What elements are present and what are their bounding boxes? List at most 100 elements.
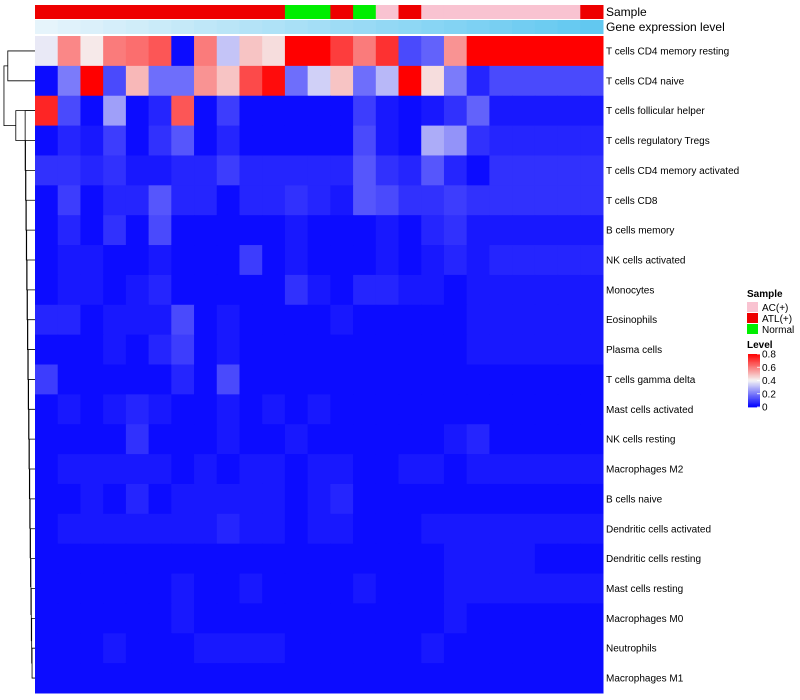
row-label: T cells CD4 naive <box>606 76 685 87</box>
colorbar-segment <box>748 373 760 376</box>
heatmap-cell <box>375 65 400 97</box>
row-label: Macrophages M2 <box>606 465 684 476</box>
heatmap-cell <box>580 95 604 127</box>
expression-annotation-cell <box>57 20 81 34</box>
heatmap-cell <box>148 513 172 545</box>
heatmap-cell <box>125 513 150 545</box>
heatmap-cell <box>216 573 240 604</box>
heatmap-cell <box>466 245 490 276</box>
heatmap-cell <box>375 663 400 694</box>
heatmap-cell <box>35 245 59 276</box>
heatmap-cell <box>125 454 150 485</box>
heatmap-cell <box>398 274 422 306</box>
sample-annotation-cell <box>466 5 490 19</box>
heatmap-cell <box>534 633 559 664</box>
heatmap-cell <box>512 274 536 306</box>
row-label: Mast cells activated <box>606 405 693 416</box>
row-label: T cells CD4 memory activated <box>606 166 739 177</box>
heatmap-cell <box>353 483 377 515</box>
heatmap-cell <box>80 394 104 425</box>
heatmap-cell <box>375 513 400 545</box>
heatmap-cell <box>284 155 309 186</box>
heatmap-cell <box>216 304 240 336</box>
heatmap-cell <box>171 125 195 156</box>
heatmap-cell <box>489 573 513 604</box>
sample-annotation-cell <box>80 5 104 19</box>
heatmap-cell <box>443 663 468 694</box>
colorbar-segment <box>748 376 760 379</box>
heatmap-cell <box>330 483 354 515</box>
heatmap-cell <box>443 65 468 97</box>
heatmap-cell <box>171 633 195 664</box>
heatmap-cell <box>103 454 127 485</box>
heatmap-cell <box>443 274 468 306</box>
heatmap-cell <box>353 274 377 306</box>
heatmap-cell <box>421 603 445 634</box>
heatmap-cell <box>421 633 445 664</box>
heatmap-cell <box>421 304 445 336</box>
heatmap-cell <box>194 36 218 67</box>
colorbar-segment <box>748 404 760 407</box>
heatmap-cell <box>216 454 240 485</box>
colorbar-segment <box>748 383 760 385</box>
heatmap-cell <box>284 603 309 634</box>
heatmap-cell <box>580 155 604 186</box>
heatmap-cell <box>375 304 400 336</box>
heatmap-cell <box>80 364 104 395</box>
heatmap-cell <box>216 633 240 664</box>
heatmap-cell <box>80 543 104 575</box>
heatmap-cell <box>194 125 218 156</box>
heatmap-cell <box>148 304 172 336</box>
heatmap-cell <box>307 334 331 365</box>
heatmap-cell <box>421 394 445 425</box>
heatmap-cell <box>171 185 195 216</box>
heatmap-cell <box>512 573 536 604</box>
heatmap-cell <box>580 274 604 306</box>
heatmap-cell <box>375 364 400 395</box>
heatmap-cell <box>262 185 286 216</box>
heatmap-cell <box>375 543 400 575</box>
heatmap-cell <box>239 274 263 306</box>
heatmap-cell <box>557 125 581 156</box>
heatmap-cell <box>262 304 286 336</box>
sample-annotation-cell <box>239 5 263 19</box>
heatmap-cell <box>375 155 400 186</box>
heatmap-cell <box>375 36 400 67</box>
heatmap-cell <box>194 633 218 664</box>
heatmap-cell <box>398 155 422 186</box>
heatmap-cell <box>512 215 536 246</box>
heatmap-cell <box>534 424 559 455</box>
expression-annotation-bar <box>35 20 604 34</box>
heatmap-cell <box>35 185 59 216</box>
heatmap-cell <box>398 95 422 127</box>
heatmap-cell <box>307 304 331 336</box>
heatmap-cell <box>125 185 150 216</box>
heatmap-cell <box>148 65 172 97</box>
row-label: Monocytes <box>606 285 654 296</box>
heatmap-cell <box>330 543 354 575</box>
heatmap-cell <box>216 215 240 246</box>
heatmap-cell <box>443 155 468 186</box>
heatmap-cell <box>239 424 263 455</box>
heatmap-cell <box>421 95 445 127</box>
heatmap-cell <box>216 125 240 156</box>
heatmap-cell <box>125 215 150 246</box>
heatmap-cell <box>239 364 263 395</box>
colorbar-tick-label: 0.6 <box>762 363 776 374</box>
heatmap-cell <box>103 334 127 365</box>
sample-annotation-cell <box>534 5 559 19</box>
heatmap-cell <box>262 245 286 276</box>
heatmap-cell <box>375 573 400 604</box>
heatmap-cell <box>35 274 59 306</box>
colorbar-segment <box>748 397 760 400</box>
heatmap-cell <box>580 65 604 97</box>
heatmap-cell <box>80 274 104 306</box>
heatmap-cell <box>57 454 81 485</box>
heatmap-cell <box>375 334 400 365</box>
heatmap-cell <box>103 633 127 664</box>
colorbar-tick-label: 0.4 <box>762 376 776 387</box>
heatmap-cell <box>284 215 309 246</box>
expression-annotation-cell <box>125 20 150 34</box>
expression-annotation-cell <box>148 20 172 34</box>
